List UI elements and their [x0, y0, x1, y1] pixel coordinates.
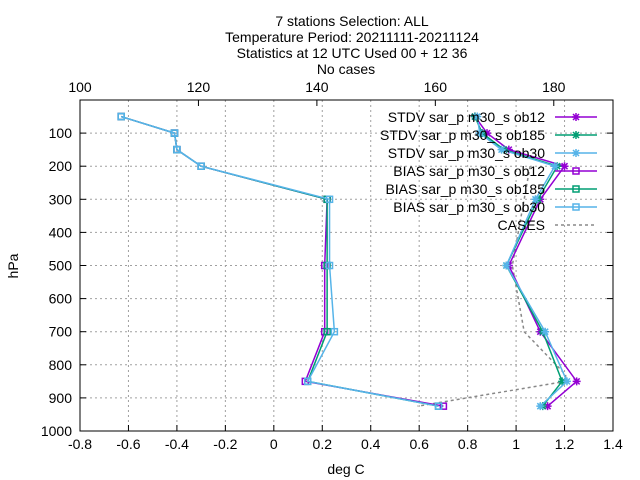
x2-tick-label: 140: [305, 79, 329, 95]
series-point: [483, 129, 492, 138]
legend: STDV sar_p m30_s ob12 STDV sar_p m30_s ob…: [380, 109, 597, 233]
legend-swatch-marker: [572, 131, 580, 139]
series-point: [117, 112, 125, 121]
series-point: [531, 195, 540, 204]
x-axis-label: deg C: [327, 461, 364, 477]
legend-label: STDV sar_p m30_s ob185: [380, 127, 545, 143]
series-point: [434, 402, 443, 410]
title-line-4: No cases: [317, 61, 375, 77]
x2-tick-label: 160: [424, 79, 448, 95]
legend-label: BIAS sar_p m30_s ob185: [385, 181, 545, 197]
y-tick-label: 900: [49, 390, 73, 406]
y-tick-label: 300: [49, 191, 73, 207]
x-tick-label: -0.2: [213, 436, 237, 452]
y-axis-label: hPa: [5, 253, 21, 278]
series-point: [497, 145, 506, 154]
x-tick-label: -0.4: [165, 436, 189, 452]
x2-tick-label: 120: [187, 79, 211, 95]
series-point: [323, 327, 331, 336]
series-point: [558, 377, 567, 386]
series-point: [504, 145, 513, 154]
y-tick-label: 700: [49, 324, 73, 340]
legend-swatch-marker: [572, 167, 580, 175]
x2-tick-label: 180: [542, 79, 566, 95]
series-point: [439, 402, 448, 410]
x-tick-label: 1: [512, 436, 520, 452]
x-tick-label: -0.8: [68, 436, 92, 452]
series-point: [197, 162, 205, 170]
legend-label: BIAS sar_p m30_s ob30: [393, 199, 545, 215]
legend-swatch-marker: [572, 113, 580, 121]
legend-label: STDV sar_p m30_s ob12: [388, 109, 545, 125]
legend-label: CASES: [498, 217, 545, 233]
series-point: [502, 261, 511, 270]
axis-ticks: -0.8 -0.6 -0.4 -0.2 0 0.2 0.4 0.6 0.8 1 1.2 1.4 100 1…: [41, 79, 623, 452]
x-tick-label: 0.6: [409, 436, 429, 452]
series-point: [572, 377, 581, 386]
y-tick-label: 600: [49, 291, 73, 307]
series-point: [325, 195, 334, 204]
legend-label: BIAS sar_p m30_s ob12: [393, 163, 545, 179]
title-line-3: Statistics at 12 UTC Used 00 + 12 36: [237, 45, 468, 61]
y-tick-label: 400: [49, 224, 73, 240]
x-tick-label: 1.4: [603, 436, 623, 452]
title-line-2: Temperature Period: 20211111-20211124: [225, 29, 479, 45]
x2-tick-label: 100: [68, 79, 92, 95]
y-tick-label: 100: [49, 125, 73, 141]
legend-swatch-marker: [572, 203, 580, 211]
legend-swatch-marker: [572, 185, 580, 193]
legend-swatch-marker: [572, 149, 580, 157]
series-2: [473, 112, 571, 411]
title-line-1: 7 stations Selection: ALL: [275, 13, 429, 29]
series-cases: [417, 166, 567, 407]
y-tick-label: 1000: [41, 423, 72, 439]
x-tick-label: 0.4: [361, 436, 381, 452]
x-tick-label: -0.6: [116, 436, 140, 452]
series-point: [562, 377, 571, 386]
series-cases-line: [417, 166, 567, 407]
x-tick-label: 0: [270, 436, 278, 452]
series-point: [170, 129, 179, 137]
x-tick-label: 0.8: [458, 436, 478, 452]
series-5: [117, 112, 443, 410]
series-layer: [117, 112, 581, 411]
series-point: [330, 327, 339, 336]
series-point: [173, 145, 181, 154]
series-point: [325, 261, 334, 270]
y-tick-label: 500: [49, 258, 73, 274]
legend-label: STDV sar_p m30_s ob30: [388, 145, 545, 161]
x-tick-label: 0.2: [313, 436, 333, 452]
series-point: [543, 402, 552, 411]
chart-title: 7 stations Selection: ALL Temperature Pe…: [225, 13, 479, 77]
y-tick-label: 200: [49, 158, 73, 174]
series-point: [550, 162, 559, 171]
grid: [80, 100, 613, 431]
series-point: [541, 327, 550, 336]
series-point: [536, 402, 545, 411]
series-point: [303, 377, 312, 386]
series-point: [560, 162, 569, 171]
y-tick-label: 800: [49, 357, 73, 373]
series-point: [475, 129, 484, 138]
x-tick-label: 1.2: [555, 436, 575, 452]
series-point: [473, 112, 482, 121]
series-line: [120, 115, 439, 407]
